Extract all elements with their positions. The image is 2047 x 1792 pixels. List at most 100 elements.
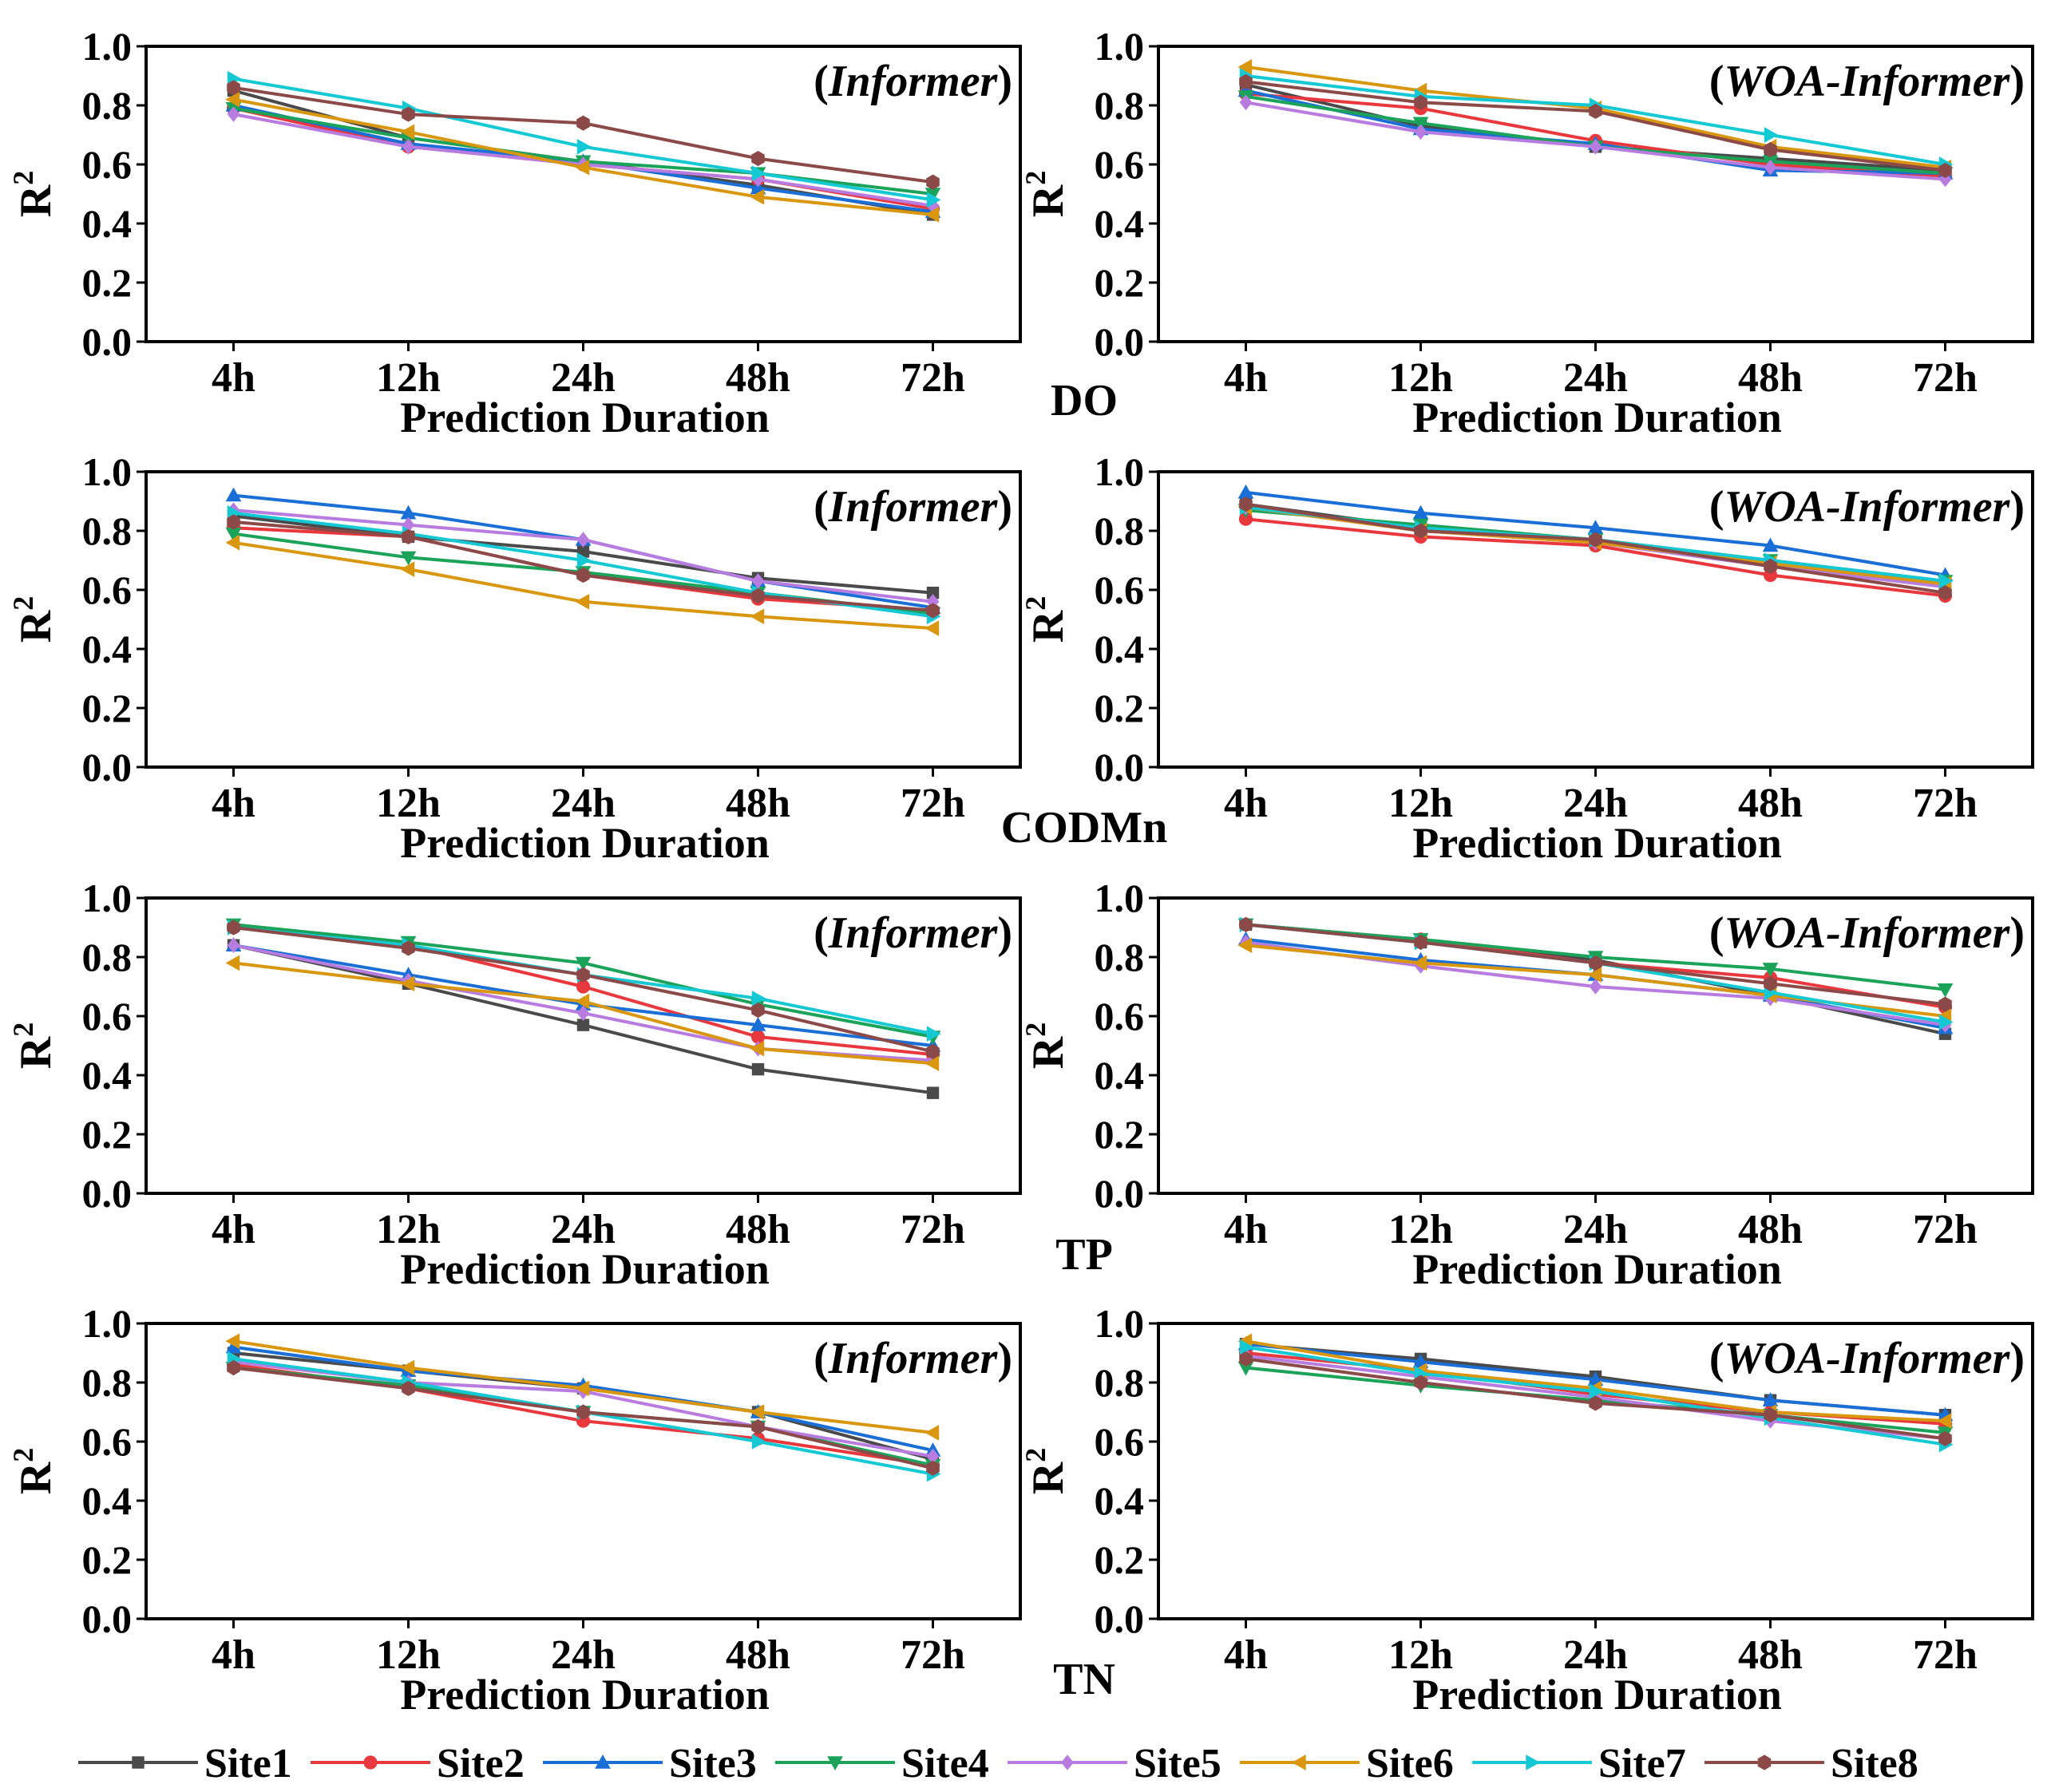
data-point-site8 (1938, 585, 1952, 601)
x-axis-label: Prediction Duration (400, 394, 769, 441)
y-tick-label: 0.0 (82, 1171, 133, 1216)
x-tick-label: 48h (1738, 1632, 1803, 1678)
data-point-site4 (400, 551, 417, 566)
data-point-site6 (1937, 1413, 1952, 1429)
panel-title-open: ( (1709, 57, 1724, 106)
y-tick-label: 0.8 (1095, 83, 1145, 128)
y-axis-label: R2 (1020, 1448, 1073, 1494)
y-tick-label: 0.6 (1095, 568, 1145, 612)
y-axis-label: R2 (7, 1448, 61, 1494)
y-tick-label: 0.2 (82, 686, 133, 730)
legend: Site1 Site2 Site3 Site4 Site5 Site6 Site7 Site8 (78, 1741, 1918, 1786)
panel-title: (Informer) (814, 482, 1012, 532)
data-point-site8 (227, 920, 240, 936)
y-axis-label-sup: 2 (7, 1448, 39, 1462)
x-tick-label: 24h (1563, 781, 1628, 826)
y-tick-label: 0.4 (82, 627, 133, 671)
x-tick-label: 72h (1913, 1632, 1978, 1678)
x-tick-label: 4h (212, 1632, 255, 1678)
data-point-site5 (1938, 171, 1952, 188)
data-point-site6 (225, 955, 240, 971)
data-point-site8 (1764, 141, 1777, 158)
data-point-site8 (1589, 532, 1602, 548)
panel-title: (Informer) (814, 57, 1012, 106)
y-tick-label: 0.0 (1095, 1596, 1145, 1641)
panel-title: (Informer) (814, 1334, 1012, 1383)
data-point-site8 (227, 1359, 240, 1376)
y-tick-label: 0.4 (1095, 1478, 1145, 1523)
x-tick-label: 48h (1738, 355, 1803, 401)
data-point-site8 (576, 1404, 590, 1420)
y-axis-label: R2 (1020, 596, 1073, 643)
chart-panel-tn-informer: 0.0 0.2 0.4 0.6 0.8 1.0 4h 12h 24h 48h 72h Predicti… (7, 1301, 1022, 1719)
row-label-tn: TN (1053, 1655, 1115, 1704)
y-tick-label: 0.8 (1095, 508, 1145, 553)
data-point-site8 (926, 1460, 940, 1476)
y-tick-label: 0.8 (1095, 935, 1145, 979)
legend-label-site8: Site8 (1831, 1741, 1918, 1786)
chart-panel-tp-woa-informer: 0.0 0.2 0.4 0.6 0.8 1.0 4h 12h 24h 48h 72h Predicti… (1020, 876, 2034, 1293)
y-tick-label: 0.2 (82, 1112, 133, 1157)
data-point-site8 (227, 514, 240, 530)
data-point-site6 (750, 1040, 765, 1057)
y-axis-label-base: R (11, 1036, 61, 1069)
y-tick-label: 0.4 (1095, 201, 1145, 246)
legend-marker-site8 (1757, 1754, 1772, 1770)
y-tick-label: 0.0 (82, 745, 133, 789)
data-point-site6 (400, 124, 415, 140)
x-tick-label: 72h (901, 781, 965, 826)
data-point-site5 (227, 937, 240, 954)
y-axis-label: R2 (1020, 1023, 1073, 1069)
data-point-site4 (575, 956, 592, 971)
data-point-site6 (925, 207, 940, 223)
data-point-site8 (751, 1003, 765, 1019)
data-point-site3 (1762, 537, 1779, 552)
data-point-site8 (1764, 558, 1777, 574)
chart-panel-codmn-informer: 0.0 0.2 0.4 0.6 0.8 1.0 4h 12h 24h 48h 72h Predicti… (7, 449, 1022, 867)
panel-title-text: WOA-Informer (1724, 908, 2011, 958)
x-tick-label: 72h (1913, 781, 1978, 826)
panel-title-text: WOA-Informer (1724, 1334, 2011, 1383)
data-point-site6 (225, 1333, 240, 1350)
panel-title: (Informer) (814, 908, 1012, 958)
x-tick-label: 12h (1388, 355, 1453, 401)
x-tick-label: 48h (726, 781, 790, 826)
y-tick-label: 0.4 (82, 201, 133, 246)
legend-label-site3: Site3 (669, 1741, 757, 1786)
x-tick-label: 72h (1913, 355, 1978, 401)
data-point-site8 (1239, 1351, 1253, 1367)
panel-title-close: ) (997, 482, 1012, 532)
data-point-site3 (750, 1017, 766, 1031)
data-point-site8 (1239, 916, 1253, 932)
data-point-site8 (1414, 1375, 1427, 1390)
panel-title-close: ) (2009, 482, 2025, 532)
data-point-site8 (926, 174, 940, 190)
y-tick-label: 0.2 (1095, 1112, 1145, 1157)
data-point-site7 (1239, 1339, 1254, 1355)
data-point-site6 (400, 975, 415, 992)
x-tick-label: 24h (1563, 355, 1628, 401)
data-point-site5 (576, 1005, 590, 1022)
x-axis-label: Prediction Duration (1412, 819, 1781, 867)
legend-marker-site7 (1526, 1754, 1541, 1770)
data-point-site8 (751, 1418, 765, 1435)
y-tick-label: 0.4 (1095, 1053, 1145, 1098)
x-tick-label: 4h (212, 1207, 255, 1252)
y-tick-label: 0.6 (82, 994, 133, 1038)
x-tick-label: 24h (551, 355, 616, 401)
data-point-site8 (1414, 523, 1427, 539)
legend-label-site6: Site6 (1366, 1741, 1454, 1786)
y-tick-label: 1.0 (1095, 24, 1145, 69)
data-point-site7 (1938, 1014, 1954, 1030)
y-tick-label: 1.0 (1095, 449, 1145, 494)
y-tick-label: 1.0 (1095, 876, 1145, 920)
data-point-site5 (1414, 124, 1427, 140)
x-axis-label: Prediction Duration (1412, 1245, 1781, 1293)
data-point-site6 (750, 608, 765, 625)
x-tick-label: 24h (1563, 1207, 1628, 1252)
x-tick-label: 24h (551, 1632, 616, 1678)
x-tick-label: 12h (376, 1207, 441, 1252)
y-axis-label: R2 (7, 1023, 61, 1069)
y-tick-label: 0.6 (1095, 1419, 1145, 1464)
data-point-site8 (1764, 975, 1777, 991)
